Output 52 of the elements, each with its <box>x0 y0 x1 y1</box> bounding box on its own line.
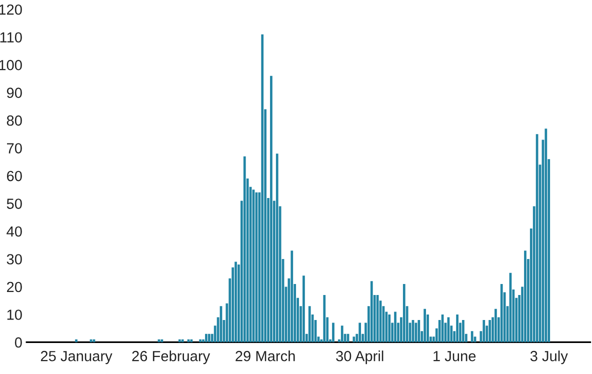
bar <box>394 312 396 342</box>
bar <box>340 326 344 342</box>
bar <box>323 295 326 342</box>
bar <box>500 284 503 342</box>
bar <box>208 334 210 342</box>
y-tick-label: 40 <box>6 226 22 237</box>
y-tick-label: 20 <box>6 282 22 292</box>
y-tick-label: 110 <box>0 32 22 43</box>
bar <box>494 308 497 342</box>
bar <box>308 306 311 342</box>
x-tick-label: 29 March <box>236 350 295 362</box>
bar <box>352 336 356 342</box>
bar <box>388 314 391 342</box>
y-tick-label: 0 <box>14 337 22 348</box>
bar <box>418 320 420 342</box>
bar <box>332 322 334 342</box>
bar <box>261 34 264 342</box>
bar <box>370 281 373 342</box>
bar <box>178 339 181 342</box>
bar <box>243 156 246 342</box>
x-tick-label: 30 April <box>336 350 384 364</box>
y-tick-label: 70 <box>7 143 22 154</box>
x-tick-label: 25 January <box>40 350 112 364</box>
bar <box>181 339 184 342</box>
bar <box>544 128 548 342</box>
bar <box>160 339 164 342</box>
y-tick-label: 60 <box>6 170 22 182</box>
bar <box>234 262 237 342</box>
bar <box>75 339 78 342</box>
y-tick-label: 30 <box>6 254 22 264</box>
bar <box>462 320 464 342</box>
bar <box>199 339 202 342</box>
bar <box>524 250 526 342</box>
bar <box>290 250 294 342</box>
bar <box>276 154 278 342</box>
bar <box>488 320 491 342</box>
bar <box>456 314 458 342</box>
y-tick-label: 10 <box>7 310 22 320</box>
bar <box>302 276 305 342</box>
bar <box>358 322 362 342</box>
y-tick-label: 80 <box>6 115 22 126</box>
x-tick-label: 1 June <box>434 351 476 362</box>
y-tick-label: 50 <box>6 198 22 209</box>
bar <box>270 76 272 342</box>
x-tick-label: 3 July <box>530 350 568 364</box>
bar <box>482 320 486 342</box>
bar <box>205 334 208 342</box>
bar <box>424 308 426 342</box>
bar <box>470 331 474 342</box>
x-tick-label: 26 February <box>132 350 210 364</box>
bar <box>402 284 406 342</box>
y-tick-label: 90 <box>6 88 22 98</box>
